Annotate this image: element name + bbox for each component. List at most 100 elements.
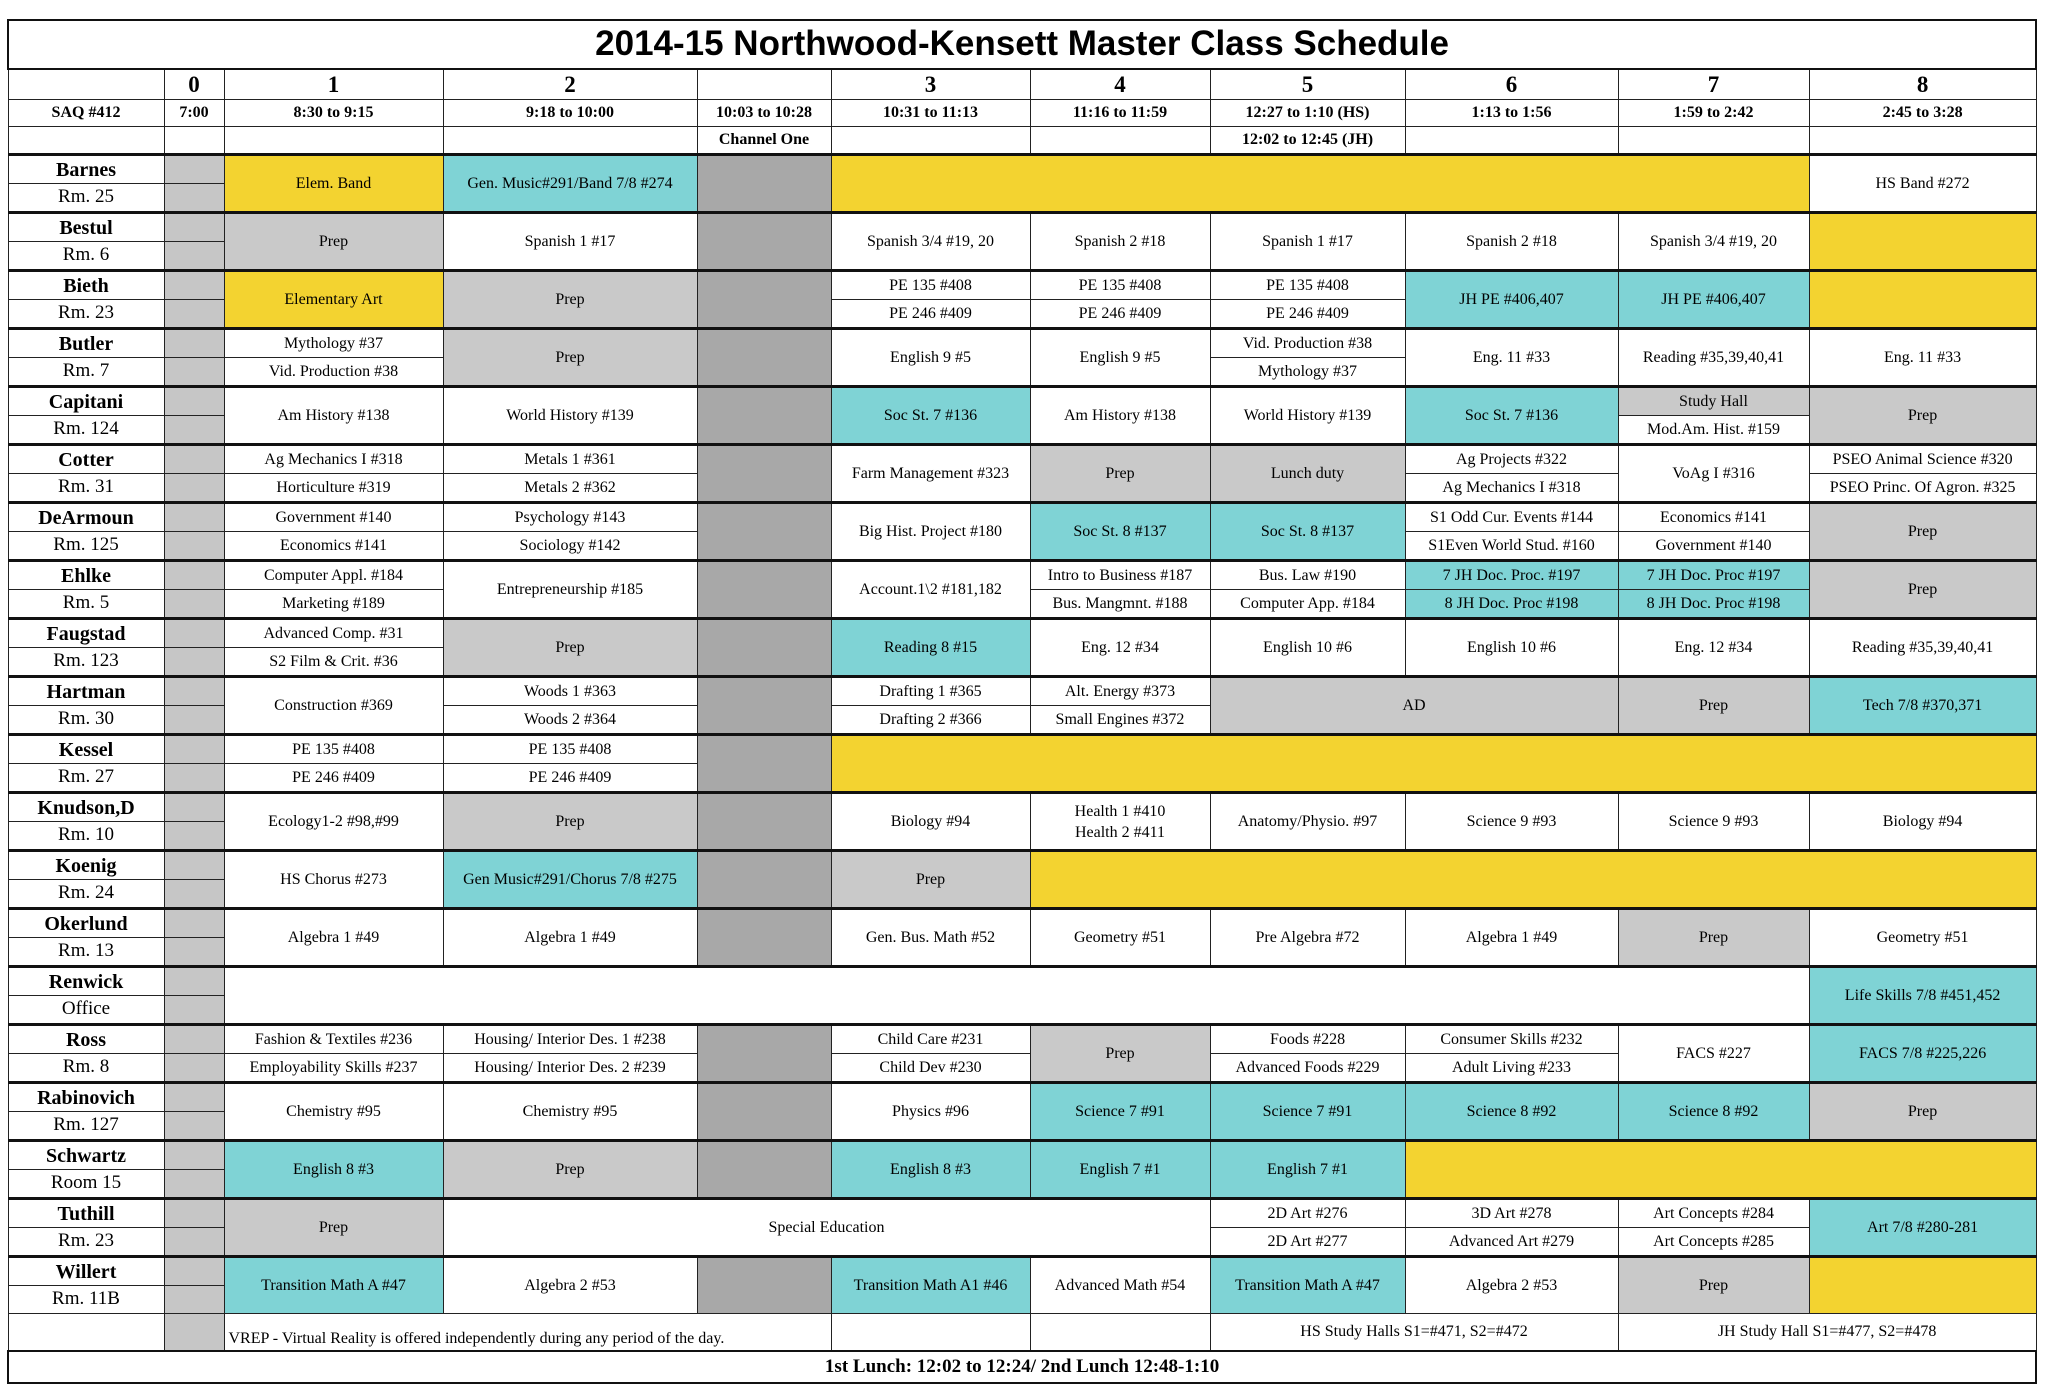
class-cell: Advanced Art #279 (1404, 1227, 1619, 1257)
period-time: 10:31 to 11:13 (830, 99, 1031, 127)
teacher-room: Rm. 27 (7, 763, 165, 793)
teacher-room: Rm. 10 (7, 821, 165, 851)
class-cell (1808, 269, 2037, 329)
teacher-room: Rm. 30 (7, 705, 165, 735)
class-cell: Alt. Energy #373 (1029, 675, 1211, 706)
footer-name-blank (7, 1313, 165, 1352)
class-cell: PE 246 #409 (223, 763, 444, 793)
period-time: 2:45 to 3:28 (1808, 99, 2037, 127)
teacher-room: Rm. 11B (7, 1285, 165, 1314)
class-cell: Sociology #142 (442, 531, 698, 561)
class-cell: Chemistry #95 (223, 1081, 444, 1141)
class-cell: Housing/ Interior Des. 1 #238 (442, 1023, 698, 1054)
class-cell: Elementary Art (223, 269, 444, 329)
class-cell: Gen Music#291/Chorus 7/8 #275 (442, 849, 698, 909)
period-zero-cell (163, 937, 225, 967)
teacher-row-bottom: Rm. 24 (7, 879, 2036, 909)
channel-one-cell (696, 501, 832, 561)
period-number: 4 (1029, 68, 1211, 100)
class-cell: Algebra 1 #49 (1404, 907, 1619, 967)
period-zero-cell (163, 821, 225, 851)
period-zero-cell (163, 763, 225, 793)
class-cell: World History #139 (442, 385, 698, 445)
class-cell: Am History #138 (1029, 385, 1211, 445)
period-sub (1404, 126, 1619, 155)
period-time: 1:59 to 2:42 (1617, 99, 1810, 127)
period-sub (830, 126, 1031, 155)
period-zero-cell (163, 211, 225, 242)
teacher-row-bottom: Rm. 27 PE 246 #409 PE 246 #409 (7, 763, 2036, 793)
class-cell: Prep (223, 1197, 444, 1257)
teacher-name: Ross (7, 1023, 165, 1054)
class-cell: Algebra 1 #49 (223, 907, 444, 967)
teacher-row-top: Bieth Elementary Art Prep PE 135 #408 PE 135… (7, 269, 2037, 329)
class-cell: Biology #94 (830, 791, 1031, 851)
period-zero-cell (163, 1139, 225, 1170)
class-cell: Small Engines #372 (1029, 705, 1211, 735)
class-cell: Eng. 12 #34 (1617, 617, 1810, 677)
period-sub (7, 126, 165, 155)
channel-one-cell (696, 675, 832, 735)
period-zero-cell (163, 1285, 225, 1314)
teacher-row-top: Butler Mythology #37 Prep English 9 #5 Engli… (7, 327, 2037, 387)
channel-one-cell (696, 385, 832, 445)
class-cell: Soc St. 7 #136 (830, 385, 1031, 445)
class-cell: Horticulture #319 (223, 473, 444, 503)
page-title: 2014-15 Northwood-Kensett Master Class S… (6, 19, 2038, 70)
teacher-row-top: Faugstad Advanced Comp. #31 Prep Reading 8 … (7, 617, 2037, 677)
class-cell: Soc St. 8 #137 (1029, 501, 1211, 561)
class-cell: Art Concepts #285 (1617, 1227, 1810, 1257)
class-cell: English 8 #3 (223, 1139, 444, 1199)
teacher-room: Rm. 5 (7, 589, 165, 619)
teacher-name: Schwartz (7, 1139, 165, 1170)
period-zero-cell (163, 1227, 225, 1257)
teacher-row-top: Capitani Am History #138 World History #13… (7, 385, 2037, 445)
class-cell: Study Hall (1617, 385, 1810, 416)
teacher-room: Rm. 6 (7, 241, 165, 271)
teacher-room: Rm. 125 (7, 531, 165, 561)
class-cell: Geometry #51 (1029, 907, 1211, 967)
channel-one-cell (696, 269, 832, 329)
class-cell: Fashion & Textiles #236 (223, 1023, 444, 1054)
class-cell: Tech 7/8 #370,371 (1808, 675, 2037, 735)
period-zero-cell (163, 443, 225, 474)
teacher-room: Rm. 7 (7, 357, 165, 387)
period-zero-cell (163, 241, 225, 271)
period-sub (1617, 126, 1810, 155)
class-cell: Am History #138 (223, 385, 444, 445)
teacher-row-bottom: Rm. 30 Woods 2 #364 Drafting 2 #366 Small E… (7, 705, 2036, 735)
period-time: 12:27 to 1:10 (HS) (1209, 99, 1406, 127)
channel-one-cell (696, 617, 832, 677)
class-cell: PE 246 #409 (1209, 299, 1406, 329)
teacher-name: Bieth (7, 269, 165, 300)
teacher-row-top: Okerlund Algebra 1 #49 Algebra 1 #49 Gen. B… (7, 907, 2037, 967)
teacher-name: Tuthill (7, 1197, 165, 1228)
class-cell: Prep (1808, 1081, 2037, 1141)
class-cell: Construction #369 (223, 675, 444, 735)
class-cell: AD (1209, 675, 1619, 735)
teacher-room: Rm. 24 (7, 879, 165, 909)
class-cell: Prep (1617, 675, 1810, 735)
class-line: Health 1 #410 (1074, 802, 1166, 820)
teacher-room: Rm. 31 (7, 473, 165, 503)
period-sub (1029, 126, 1211, 155)
class-cell: Anatomy/Physio. #97 (1209, 791, 1406, 851)
teacher-row-top: Hartman Construction #369 Woods 1 #363 Draf… (7, 675, 2037, 735)
period-zero-cell (163, 1081, 225, 1112)
class-cell: Prep (223, 211, 444, 271)
class-cell: Ag Mechanics I #318 (1404, 473, 1619, 503)
class-cell: JH PE #406,407 (1404, 269, 1619, 329)
teacher-name: Bestul (7, 211, 165, 242)
class-cell: Transition Math A1 #46 (830, 1255, 1031, 1314)
class-cell: Geometry #51 (1808, 907, 2037, 967)
teacher-name: Willert (7, 1255, 165, 1286)
teacher-row-top: Schwartz English 8 #3 Prep English 8 #3 Engl… (7, 1139, 2037, 1199)
class-cell: JH PE #406,407 (1617, 269, 1810, 329)
teacher-row-bottom: Rm. 7 Vid. Production #38 Mythology #37 (7, 357, 2036, 387)
class-cell: Child Dev #230 (830, 1053, 1031, 1083)
class-cell: Woods 1 #363 (442, 675, 698, 706)
class-cell: 3D Art #278 (1404, 1197, 1619, 1228)
teacher-room: Rm. 127 (7, 1111, 165, 1141)
class-cell: S1 Odd Cur. Events #144 (1404, 501, 1619, 532)
class-cell: Science 9 #93 (1617, 791, 1810, 851)
